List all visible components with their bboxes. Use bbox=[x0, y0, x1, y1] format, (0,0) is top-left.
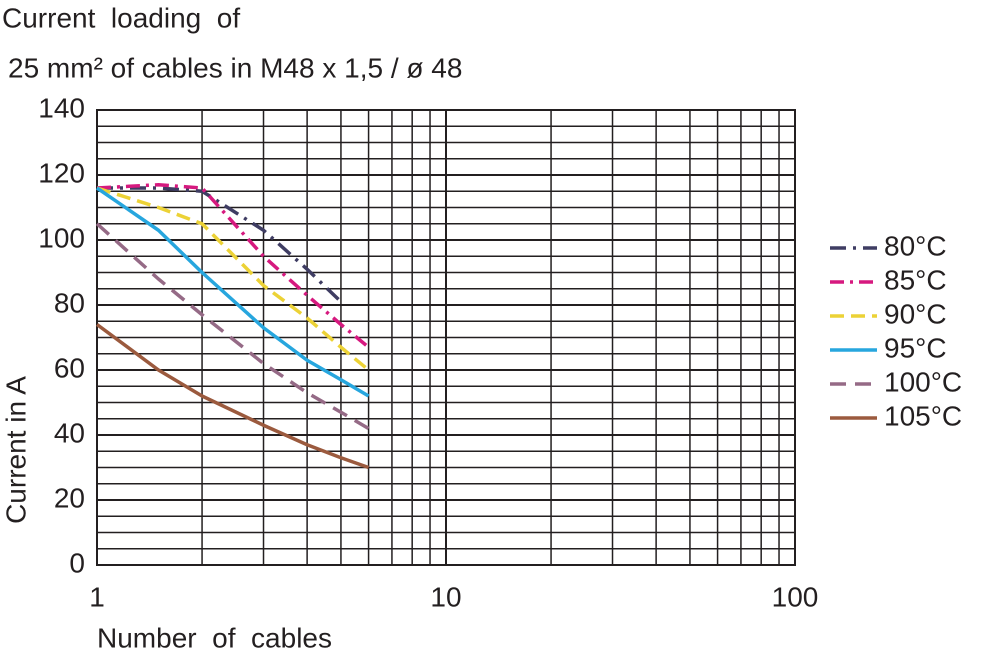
y-axis-label: Current in A bbox=[0, 376, 31, 524]
y-tick-label: 140 bbox=[38, 92, 85, 123]
data-line bbox=[96, 186, 370, 372]
y-tick-label: 60 bbox=[54, 352, 85, 383]
y-tick-label: 40 bbox=[54, 417, 85, 448]
y-tick-label: 80 bbox=[54, 287, 85, 318]
x-axis-label: Number of cables bbox=[97, 622, 332, 653]
y-tick-label: 0 bbox=[69, 547, 85, 578]
data-line bbox=[95, 323, 370, 470]
data-line bbox=[96, 186, 370, 398]
x-tick-label: 100 bbox=[772, 581, 819, 612]
x-tick-label: 1 bbox=[89, 581, 105, 612]
legend-label: 90°C bbox=[884, 298, 947, 329]
legend-label: 100°C bbox=[884, 366, 962, 397]
legend-label: 105°C bbox=[884, 400, 962, 431]
legend-label: 85°C bbox=[884, 264, 947, 295]
data-line bbox=[95, 222, 370, 431]
chart-title: Current loading of bbox=[2, 2, 240, 33]
chart-subtitle: 25 mm² of cables in M48 x 1,5 / ø 48 bbox=[8, 52, 462, 83]
legend-label: 80°C bbox=[884, 230, 947, 261]
y-tick-label: 20 bbox=[54, 482, 85, 513]
legend-label: 95°C bbox=[884, 332, 947, 363]
data-line bbox=[97, 186, 343, 304]
plot-frame bbox=[96, 109, 796, 566]
data-line bbox=[96, 183, 370, 349]
y-tick-label: 120 bbox=[38, 157, 85, 188]
x-tick-label: 10 bbox=[430, 581, 461, 612]
y-tick-label: 100 bbox=[38, 222, 85, 253]
